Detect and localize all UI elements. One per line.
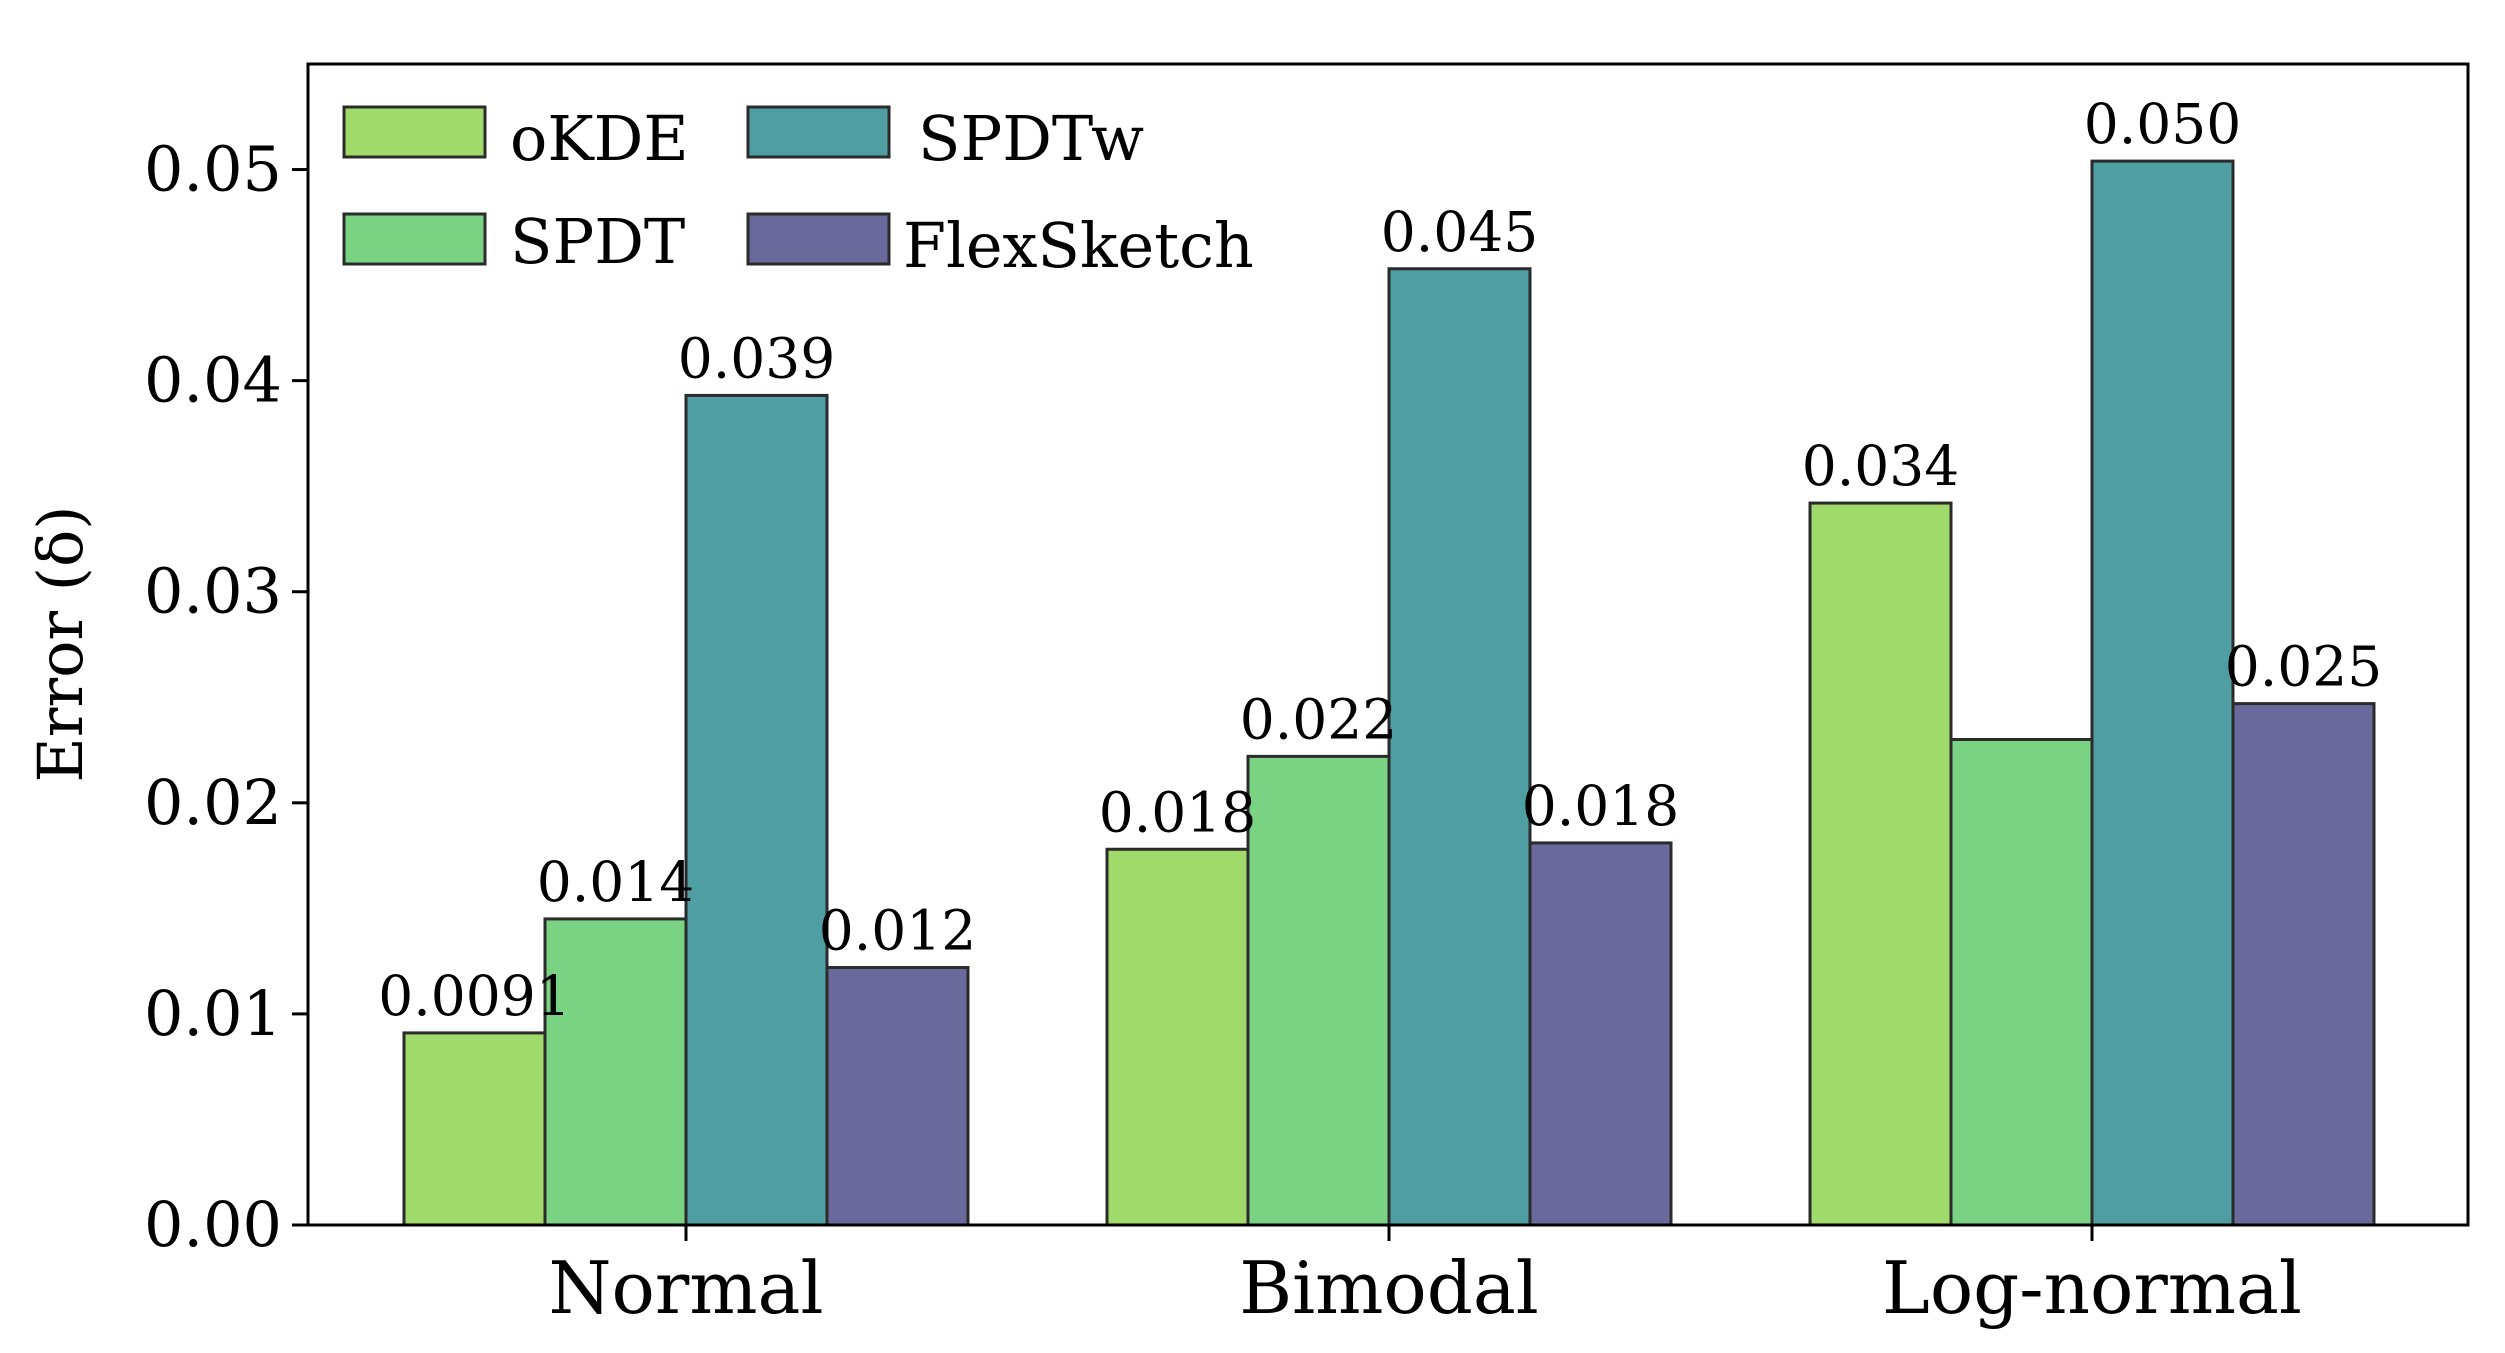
y-axis-label: Error (δ) <box>24 506 97 783</box>
legend-swatch-spdt <box>342 212 487 266</box>
legend-swatch-okde <box>342 105 487 159</box>
data-label-flexsketch-normal: 0.012 <box>819 898 976 962</box>
bar-okde-log-normal <box>1808 501 1953 1227</box>
bar-flexsketch-normal <box>825 965 970 1227</box>
bar-flexsketch-log-normal <box>2231 702 2376 1227</box>
x-axis: Normal Bimodal Log-normal <box>549 1225 2302 1330</box>
x-tick-label: Bimodal <box>1239 1246 1539 1330</box>
legend-label-okde: oKDE <box>510 102 689 175</box>
y-tick-label: 0.00 <box>144 1188 282 1261</box>
legend-label-flexsketch: FlexSketch <box>903 209 1254 282</box>
data-label-spdt-normal: 0.014 <box>537 850 694 914</box>
legend: oKDE SPDTw SPDT FlexSketch <box>342 102 1254 282</box>
y-tick-label: 0.05 <box>144 133 282 206</box>
bar-spdtw-normal <box>684 393 829 1227</box>
x-tick-label: Log-normal <box>1882 1246 2302 1330</box>
legend-swatch-spdtw <box>746 105 891 159</box>
bar-spdtw-bimodal <box>1387 267 1532 1227</box>
legend-swatch-flexsketch <box>746 212 891 266</box>
bar-spdt-log-normal <box>1949 737 2094 1227</box>
legend-label-spdtw: SPDTw <box>918 102 1144 175</box>
data-label-flexsketch-bimodal: 0.018 <box>1522 774 1679 838</box>
y-tick-label: 0.03 <box>144 555 282 628</box>
data-label-okde-normal: 0.0091 <box>378 964 570 1028</box>
y-axis: 0.00 0.01 0.02 0.03 0.04 0.05 <box>144 133 308 1261</box>
data-label-okde-log-normal: 0.034 <box>1802 434 1959 498</box>
y-tick-label: 0.02 <box>144 766 282 839</box>
data-label-okde-bimodal: 0.018 <box>1099 780 1256 844</box>
bar-spdtw-log-normal <box>2090 159 2235 1227</box>
bar-okde-normal <box>402 1031 547 1227</box>
bar-spdt-bimodal <box>1246 754 1391 1227</box>
bar-flexsketch-bimodal <box>1528 841 1673 1227</box>
data-labels: 0.0091 0.018 0.034 0.014 0.022 0.039 0.045 0.05… <box>378 92 2382 1028</box>
data-label-spdtw-normal: 0.039 <box>678 326 835 390</box>
data-label-spdtw-bimodal: 0.045 <box>1381 200 1538 264</box>
y-tick-label: 0.04 <box>144 344 282 417</box>
bars-layer <box>402 159 2376 1227</box>
x-tick-label: Normal <box>549 1246 824 1330</box>
legend-label-spdt: SPDT <box>510 205 685 278</box>
y-tick-label: 0.01 <box>144 977 282 1050</box>
data-label-flexsketch-log-normal: 0.025 <box>2225 635 2382 699</box>
bar-okde-bimodal <box>1105 847 1250 1227</box>
data-label-spdtw-log-normal: 0.050 <box>2084 92 2241 156</box>
bar-spdt-normal <box>543 917 688 1227</box>
data-label-spdt-bimodal: 0.022 <box>1240 687 1397 751</box>
